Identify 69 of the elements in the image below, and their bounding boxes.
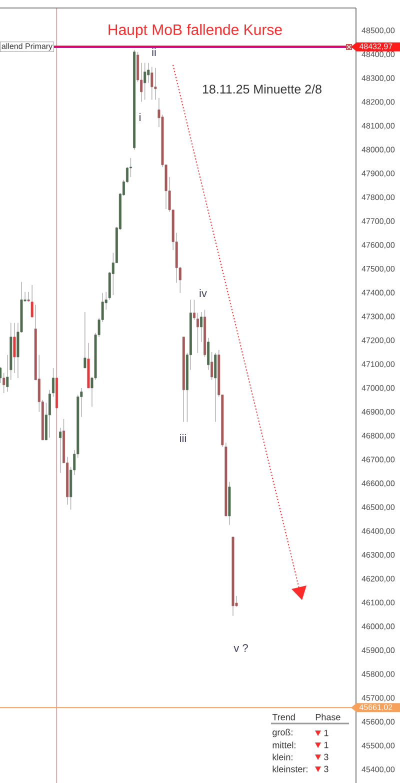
candlestick [214,352,217,422]
y-tick-label: 48200,00 [362,99,395,106]
candlestick [0,366,2,384]
y-tick-label: 46800,00 [362,432,395,440]
y-tick-label: 47800,00 [362,194,395,202]
y-tick-label: 46700,00 [362,456,395,464]
candlestick [48,390,51,438]
y-tick-label: 45500,00 [362,742,395,750]
candlestick [200,312,202,342]
annotation: 18.11.25 Minuette 2/8 [202,84,322,94]
candlestick [207,338,210,370]
y-tick-label: 47100,00 [362,361,395,368]
annotation: 1 [324,730,328,736]
candlestick [154,68,157,100]
annotation: kleinster: [272,766,308,772]
y-tick-label: 46200,00 [362,576,395,582]
annotation: Phase [316,714,340,720]
y-tick-label: 46500,00 [362,504,395,511]
y-tick-label: 47400,00 [362,290,395,296]
y-tick-label: 46100,00 [362,600,395,606]
candlestick [196,312,199,354]
annotation: 1 [324,742,328,748]
y-tick-label: 47500,00 [362,266,395,273]
candlestick [52,368,54,398]
y-tick-label: 45700,00 [362,695,395,702]
candlestick [30,284,34,318]
candlestick [144,62,146,100]
candlestick [13,322,16,374]
annotation: mittel: [272,742,296,748]
y-tick-label: 46300,00 [362,552,395,559]
candlestick [192,299,196,320]
annotation: klein: [272,754,292,760]
y-tick-label: 47900,00 [362,170,395,178]
y-tick-label: 46600,00 [362,480,395,488]
ref-line-label: 45661,02 [359,704,392,711]
y-tick-label: 47600,00 [362,242,395,249]
annotation: groß: [272,728,292,738]
ref-line-label: 48432,97 [359,44,392,50]
annotation: iv [200,289,207,297]
y-tick-label: 48000,00 [362,146,395,154]
y-tick-label: 47200,00 [362,337,395,344]
y-tick-label: 45600,00 [362,718,395,726]
y-tick-label: 45900,00 [362,647,395,654]
candlestick [84,312,86,368]
y-tick-label: 47000,00 [362,385,395,392]
annotation: ii [152,48,156,56]
y-tick-label: 45400,00 [362,766,395,774]
y-tick-label: 46400,00 [362,528,395,535]
y-tick-label: 47300,00 [362,314,395,320]
y-tick-label: 46900,00 [362,408,395,416]
y-tick-label: 48300,00 [362,75,395,82]
annotation: v ? [234,644,248,652]
annotation: 3 [324,754,328,760]
text: Haupt MoB fallende Kurse [108,24,282,38]
candlestick [59,427,62,474]
candlestick [2,372,6,394]
y-tick-label: 48400,00 [362,51,395,58]
candlestick [27,292,30,302]
y-tick-label: 48100,00 [362,122,395,130]
candlestick [210,352,214,380]
candlestick [150,66,154,100]
y-tick-label: 46000,00 [362,624,395,630]
annotation: 3 [324,766,328,772]
annotation: iii [180,434,186,442]
annotation: Trend [272,714,295,720]
ref-line-label: allend Primary [2,43,53,51]
y-tick-label: 48500,00 [362,28,395,34]
y-tick-label: 47700,00 [362,218,395,225]
y-tick-label: 45800,00 [362,671,395,678]
